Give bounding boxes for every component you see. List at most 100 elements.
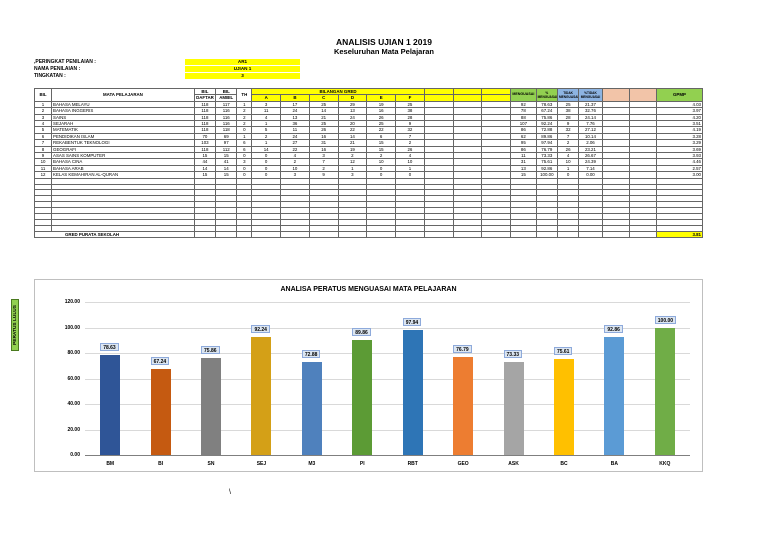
- row-bil-ambil: 41: [215, 158, 238, 166]
- row-pct-tidak-menguasai: 24.14: [578, 113, 603, 122]
- chart-bar: [654, 327, 675, 455]
- row-blank: [601, 177, 631, 185]
- chart-data-label: 97.94: [402, 318, 422, 327]
- row-blank: [601, 132, 631, 141]
- table-row: 5 MATEMATIK 118 118 0 5 11 26 22 22 32 86 72.88 32 27.…: [33, 126, 704, 134]
- row-gpmp: [655, 195, 704, 203]
- row-gpmp: [655, 213, 704, 220]
- row-blank: [578, 230, 603, 239]
- row-th: 1: [236, 100, 253, 109]
- report-subtitle: Keseluruhan Mata Pelajaran: [333, 47, 435, 56]
- row-grade-count: 0: [395, 171, 425, 179]
- row-bil-ambil: [215, 213, 238, 220]
- row-blank: [601, 171, 631, 179]
- row-blank: [601, 189, 631, 197]
- header-th: TH: [236, 88, 253, 102]
- row-th: [236, 183, 253, 191]
- row-blank: [423, 230, 454, 239]
- row-pct-tidak-menguasai: [578, 201, 603, 209]
- row-bil-ambil: 116: [215, 113, 238, 122]
- row-grade-count: [395, 195, 425, 203]
- row-pct-tidak-menguasai: 27.12: [578, 126, 603, 134]
- row-blank: [601, 164, 631, 173]
- row-blank: [556, 230, 580, 239]
- row-bil-ambil: [215, 195, 238, 203]
- header-grade-f: F: [395, 94, 425, 102]
- table-row: [33, 195, 704, 203]
- row-number: 9: [33, 152, 53, 160]
- row-blank: [481, 158, 512, 166]
- chart-x-tick-label: SEJ: [256, 461, 267, 467]
- row-grade-count: [395, 213, 425, 220]
- row-grade-count: 26: [395, 145, 425, 154]
- row-blank: [601, 145, 631, 154]
- row-blank: [481, 201, 512, 209]
- chart-x-tick-label: RBT: [407, 461, 418, 467]
- row-gpmp: 2.57: [655, 164, 704, 173]
- row-th: [236, 207, 253, 215]
- row-gpmp: 3.93: [655, 152, 704, 160]
- header-tidak-menguasai: TIDAK MENGUASAI: [556, 88, 580, 102]
- row-blank: [280, 230, 310, 239]
- chart-y-tick-label: 100.00: [64, 324, 80, 331]
- row-bil-ambil: 69: [215, 132, 238, 141]
- chart-data-label: 78.63: [100, 342, 119, 351]
- row-pct-tidak-menguasai: [578, 195, 603, 203]
- chart-bar: [251, 337, 272, 455]
- chart-x-tick-label: BC: [560, 461, 568, 467]
- header-pct-tidak-menguasai: %TIDAK MENGUASAI: [578, 88, 603, 102]
- row-blank: [601, 195, 631, 203]
- row-number: [33, 213, 53, 220]
- chart-gridline: [85, 327, 690, 329]
- row-number: 5: [33, 126, 53, 134]
- row-pct-tidak-menguasai: 2.06: [578, 139, 603, 147]
- row-pct-tidak-menguasai: 7.76: [578, 119, 603, 128]
- row-gpmp: 4.46: [655, 158, 704, 166]
- row-blank: [481, 164, 512, 173]
- row-number: [33, 218, 53, 226]
- row-blank: [215, 230, 238, 239]
- row-bil-ambil: [215, 177, 238, 185]
- row-bil-ambil: [215, 207, 238, 215]
- row-number: [33, 189, 53, 197]
- chart-data-label: 75.61: [553, 346, 573, 355]
- row-blank: [481, 189, 512, 197]
- meta-value-peringkat: AR1: [185, 59, 300, 65]
- row-grade-count: 28: [395, 113, 425, 122]
- row-number: 12: [33, 171, 53, 179]
- chart-data-label: 75.86: [201, 346, 220, 355]
- row-th: 6: [236, 145, 253, 154]
- meta-label-tingkatan: TINGKATAN :: [34, 73, 66, 79]
- row-blank: [510, 230, 537, 239]
- row-th: [236, 201, 253, 209]
- row-th: [236, 189, 253, 197]
- row-bil-ambil: 116: [215, 119, 238, 128]
- row-grade-count: 25: [395, 100, 425, 109]
- row-th: 1: [236, 132, 253, 141]
- row-grade-count: 1: [395, 164, 425, 173]
- row-bil-ambil: 97: [215, 139, 238, 147]
- row-number: 2: [33, 107, 53, 115]
- chart-data-label: 92.86: [604, 324, 623, 333]
- school-average-label: GRED PURATA SEKOLAH: [34, 230, 195, 239]
- header-bilangan-gred: BILANGAN GRED: [251, 87, 425, 96]
- header-daftar-2: DAFTAR: [193, 94, 217, 102]
- row-th: 0: [236, 152, 253, 160]
- row-number: 1: [33, 100, 53, 109]
- row-blank: [308, 230, 339, 239]
- row-th: [236, 195, 253, 203]
- chart-x-tick-label: PI: [359, 461, 365, 467]
- row-bil-ambil: 118: [215, 126, 238, 134]
- row-pct-tidak-menguasai: [578, 177, 603, 185]
- header-ambil-2: AMBIL: [215, 94, 238, 102]
- row-blank: [535, 230, 558, 239]
- row-th: 2: [236, 107, 253, 115]
- row-pct-tidak-menguasai: 0.00: [578, 171, 603, 179]
- chart-data-label: 76.79: [453, 345, 472, 354]
- row-blank: [452, 230, 483, 239]
- row-number: [33, 207, 53, 215]
- row-pct-tidak-menguasai: [578, 183, 603, 191]
- row-blank: [236, 230, 253, 239]
- chart-bar: [503, 361, 524, 455]
- header-bil: BIL: [33, 88, 53, 102]
